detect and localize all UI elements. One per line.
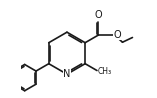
Text: O: O [95, 10, 102, 20]
Text: O: O [114, 30, 121, 40]
Text: CH₃: CH₃ [97, 67, 112, 76]
Text: N: N [63, 69, 71, 79]
